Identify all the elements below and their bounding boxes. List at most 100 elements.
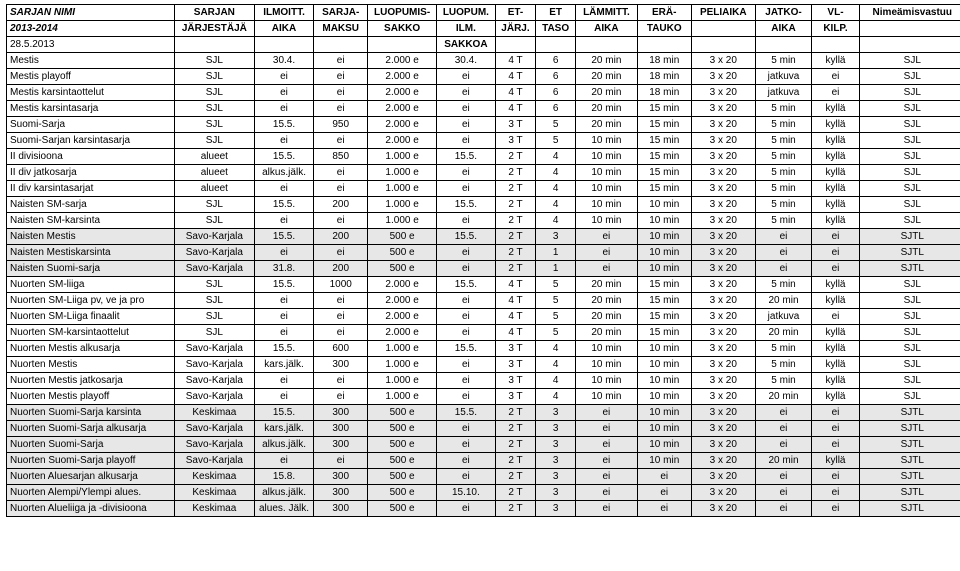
table-cell: kyllä bbox=[812, 341, 859, 357]
table-cell: II div jatkosarja bbox=[7, 165, 175, 181]
table-cell: ei bbox=[255, 69, 314, 85]
table-cell: 300 bbox=[314, 501, 368, 517]
table-cell: 4 T bbox=[495, 53, 535, 69]
table-cell: 3 x 20 bbox=[691, 117, 755, 133]
table-cell: 6 bbox=[536, 101, 576, 117]
table-cell: 3 bbox=[536, 469, 576, 485]
table-cell: 20 min bbox=[576, 277, 637, 293]
table-cell: SJL bbox=[859, 149, 960, 165]
table-row: Naisten Suomi-sarjaSavo-Karjala31.8.2005… bbox=[7, 261, 960, 277]
table-cell: 950 bbox=[314, 117, 368, 133]
table-cell: 15 min bbox=[637, 277, 691, 293]
table-cell: 2 T bbox=[495, 437, 535, 453]
table-cell: SJTL bbox=[859, 229, 960, 245]
header-cell: JÄRJ. bbox=[495, 21, 535, 37]
table-cell: kyllä bbox=[812, 149, 859, 165]
table-cell: 5 bbox=[536, 277, 576, 293]
table-cell: ei bbox=[314, 389, 368, 405]
table-cell: 5 min bbox=[755, 133, 812, 149]
table-cell: ei bbox=[314, 325, 368, 341]
table-cell: 200 bbox=[314, 197, 368, 213]
table-cell: SJL bbox=[174, 53, 254, 69]
table-cell: 3 bbox=[536, 453, 576, 469]
table-row: II div karsintasarjatalueeteiei1.000 eei… bbox=[7, 181, 960, 197]
table-cell: ei bbox=[812, 501, 859, 517]
table-cell: kyllä bbox=[812, 277, 859, 293]
table-cell: ei bbox=[576, 469, 637, 485]
table-cell: 3 x 20 bbox=[691, 341, 755, 357]
header-cell: ET- bbox=[495, 5, 535, 21]
table-cell: Mestis karsintaottelut bbox=[7, 85, 175, 101]
table-cell: 2 T bbox=[495, 469, 535, 485]
table-cell: ei bbox=[637, 501, 691, 517]
table-cell: ei bbox=[436, 309, 495, 325]
table-cell: ei bbox=[314, 85, 368, 101]
table-cell: ei bbox=[436, 101, 495, 117]
table-cell: 10 min bbox=[637, 389, 691, 405]
table-cell: 15.5. bbox=[255, 149, 314, 165]
table-cell: ei bbox=[812, 245, 859, 261]
table-cell: 4 T bbox=[495, 101, 535, 117]
table-cell: SJL bbox=[174, 101, 254, 117]
table-cell: 1 bbox=[536, 261, 576, 277]
table-cell: SJL bbox=[859, 197, 960, 213]
table-body: MestisSJL30.4.ei2.000 e30.4.4 T620 min18… bbox=[7, 53, 960, 517]
table-cell: Savo-Karjala bbox=[174, 373, 254, 389]
table-cell: 15.10. bbox=[436, 485, 495, 501]
table-cell: 15.5. bbox=[436, 149, 495, 165]
table-cell: jatkuva bbox=[755, 69, 812, 85]
table-cell: SJL bbox=[859, 53, 960, 69]
table-cell: 10 min bbox=[637, 453, 691, 469]
table-cell: jatkuva bbox=[755, 85, 812, 101]
table-row: Nuorten MestisSavo-Karjalakars.jälk.3001… bbox=[7, 357, 960, 373]
header-cell: ET bbox=[536, 5, 576, 21]
table-cell: 3 x 20 bbox=[691, 245, 755, 261]
header-cell bbox=[859, 21, 960, 37]
header-cell bbox=[174, 37, 254, 53]
table-cell: 3 T bbox=[495, 357, 535, 373]
table-cell: SJL bbox=[174, 117, 254, 133]
table-cell: kyllä bbox=[812, 197, 859, 213]
table-cell: ei bbox=[812, 421, 859, 437]
table-cell: Mestis karsintasarja bbox=[7, 101, 175, 117]
table-cell: ei bbox=[255, 325, 314, 341]
table-cell: 6 bbox=[536, 53, 576, 69]
table-cell: 15.5. bbox=[255, 197, 314, 213]
table-cell: ei bbox=[755, 245, 812, 261]
table-cell: 4 T bbox=[495, 277, 535, 293]
table-cell: 3 bbox=[536, 421, 576, 437]
table-row: Naisten MestisSavo-Karjala15.5.200500 e1… bbox=[7, 229, 960, 245]
table-cell: ei bbox=[755, 421, 812, 437]
table-cell: 5 min bbox=[755, 197, 812, 213]
table-cell: 20 min bbox=[576, 293, 637, 309]
table-cell: kyllä bbox=[812, 213, 859, 229]
table-row: Nuorten Suomi-Sarja karsintaKeskimaa15.5… bbox=[7, 405, 960, 421]
table-cell: 300 bbox=[314, 469, 368, 485]
table-cell: 4 T bbox=[495, 293, 535, 309]
table-cell: SJL bbox=[859, 373, 960, 389]
table-cell: 2 T bbox=[495, 453, 535, 469]
table-cell: 2.000 e bbox=[368, 101, 437, 117]
table-cell: alkus.jälk. bbox=[255, 485, 314, 501]
table-cell: 3 x 20 bbox=[691, 501, 755, 517]
table-cell: ei bbox=[436, 437, 495, 453]
table-cell: Suomi-Sarjan karsintasarja bbox=[7, 133, 175, 149]
table-cell: 2.000 e bbox=[368, 85, 437, 101]
table-row: Mestis playoffSJLeiei2.000 eei4 T620 min… bbox=[7, 69, 960, 85]
table-cell: ei bbox=[436, 421, 495, 437]
table-cell: Nuorten SM-karsintaottelut bbox=[7, 325, 175, 341]
table-cell: SJTL bbox=[859, 261, 960, 277]
table-cell: SJL bbox=[859, 101, 960, 117]
table-cell: 20 min bbox=[755, 293, 812, 309]
table-cell: ei bbox=[812, 309, 859, 325]
table-cell: Suomi-Sarja bbox=[7, 117, 175, 133]
table-cell: ei bbox=[755, 229, 812, 245]
table-cell: SJL bbox=[174, 85, 254, 101]
table-row: Nuorten Alempi/Ylempi alues.Keskimaaalku… bbox=[7, 485, 960, 501]
header-cell: 28.5.2013 bbox=[7, 37, 175, 53]
table-cell: 4 bbox=[536, 165, 576, 181]
table-cell: SJL bbox=[859, 165, 960, 181]
header-cell bbox=[812, 37, 859, 53]
table-cell: 3 x 20 bbox=[691, 325, 755, 341]
header-cell: PELIAIKA bbox=[691, 5, 755, 21]
